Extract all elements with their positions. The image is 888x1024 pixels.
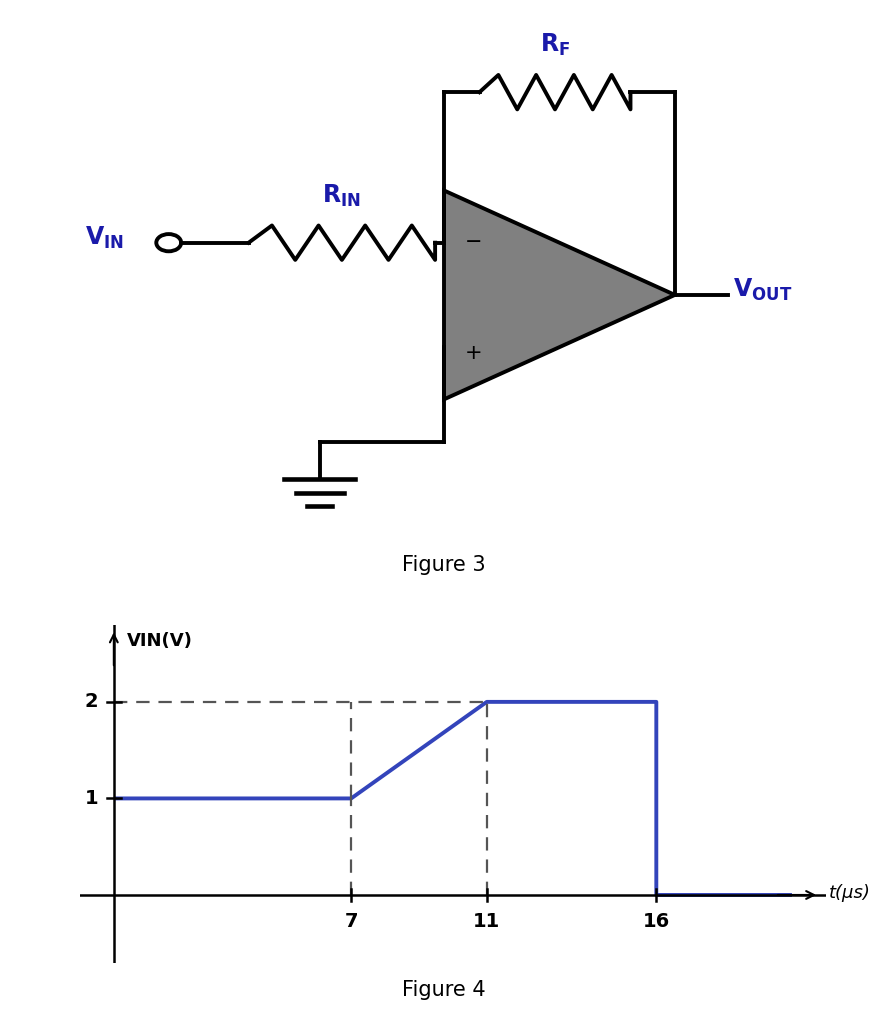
Text: $\mathbf{V_{OUT}}$: $\mathbf{V_{OUT}}$ — [733, 276, 792, 303]
Text: $\mathbf{V_{IN}}$: $\mathbf{V_{IN}}$ — [85, 224, 124, 251]
Text: Figure 4: Figure 4 — [402, 980, 486, 1000]
Text: $+$: $+$ — [464, 343, 481, 364]
Text: t(μs): t(μs) — [829, 884, 871, 902]
Text: 16: 16 — [643, 912, 670, 932]
Text: $\mathbf{R_F}$: $\mathbf{R_F}$ — [540, 32, 570, 58]
Text: $-$: $-$ — [464, 229, 480, 250]
Text: Figure 3: Figure 3 — [402, 555, 486, 575]
Text: 11: 11 — [473, 912, 501, 932]
Text: 1: 1 — [85, 788, 99, 808]
Text: 7: 7 — [345, 912, 358, 932]
Text: $\mathbf{R_{IN}}$: $\mathbf{R_{IN}}$ — [322, 182, 361, 209]
Text: 2: 2 — [85, 692, 99, 712]
Text: VIN(V): VIN(V) — [127, 633, 194, 650]
Polygon shape — [444, 190, 675, 399]
